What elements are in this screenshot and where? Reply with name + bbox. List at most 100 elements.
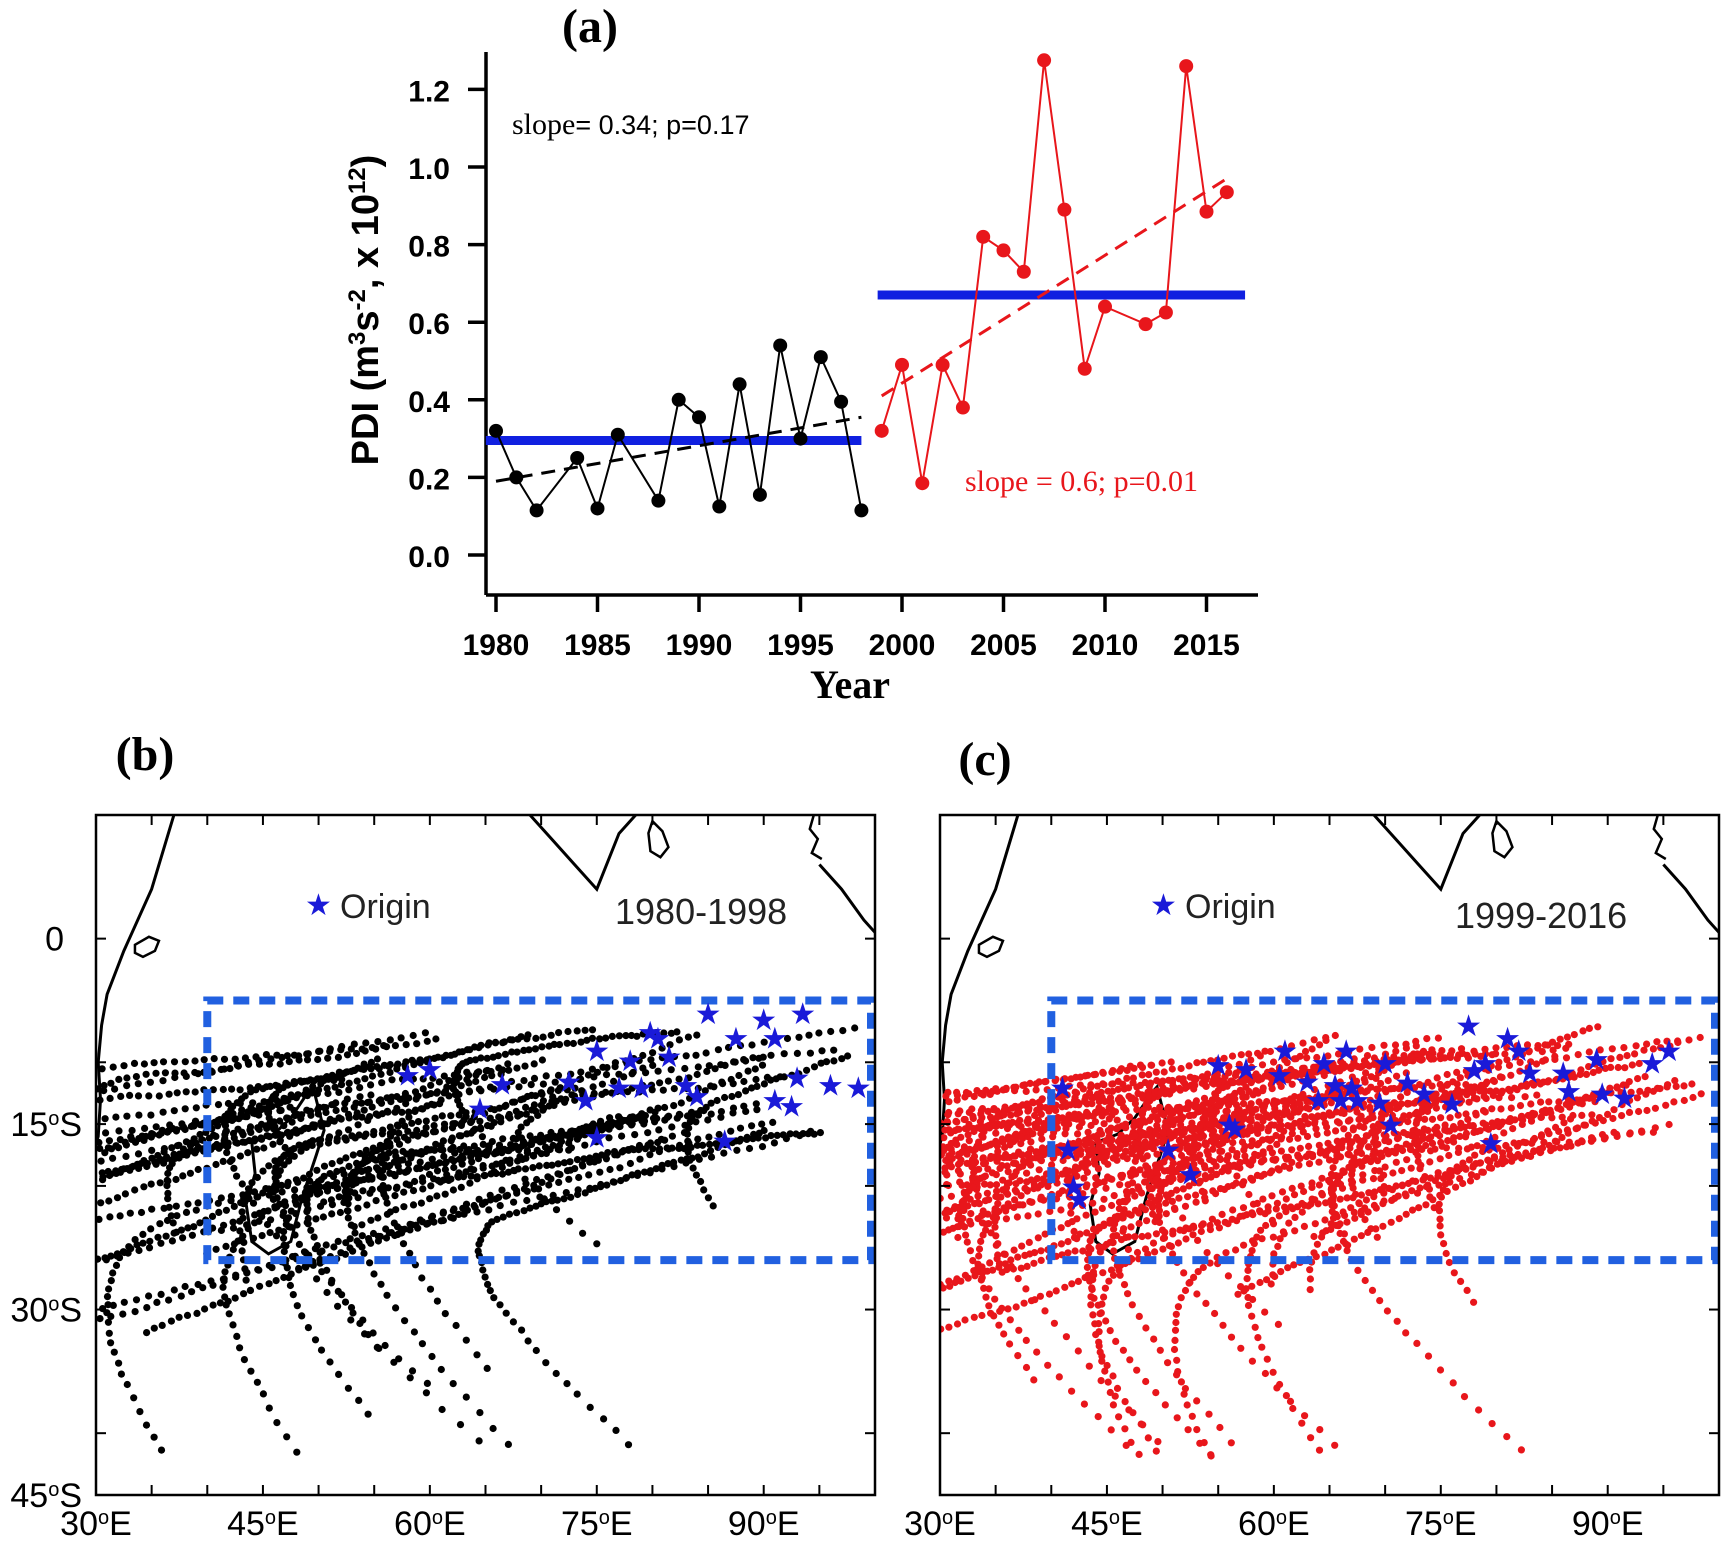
track-point (447, 1145, 455, 1153)
track-point (944, 1181, 953, 1190)
track-point (1441, 1054, 1449, 1062)
track-point (1333, 1152, 1341, 1160)
track-point (1244, 1301, 1253, 1310)
track-point (112, 1167, 120, 1175)
track-point (1407, 1146, 1415, 1154)
track-point (1276, 1380, 1284, 1389)
track-point (1123, 1196, 1131, 1204)
track-point (356, 1093, 364, 1101)
track-point (172, 1127, 180, 1135)
track-point (707, 1153, 716, 1161)
track-point (509, 1318, 517, 1326)
track-point (249, 1109, 257, 1117)
track-point (433, 1297, 441, 1305)
track-point (340, 1198, 348, 1207)
track-point (1076, 1112, 1084, 1120)
track-point (1270, 1097, 1278, 1105)
track-point (382, 1225, 390, 1233)
track-point (456, 1421, 465, 1429)
track-point (978, 1219, 987, 1227)
track-point (535, 1185, 543, 1193)
track-point (1356, 1158, 1364, 1166)
track-point (170, 1229, 178, 1237)
track-point (1091, 1118, 1099, 1126)
track-point (1247, 1079, 1255, 1087)
track-point (467, 1118, 475, 1127)
track-point (1218, 1168, 1226, 1176)
track-point (513, 1048, 521, 1056)
track-point (1071, 1097, 1079, 1105)
track-point (1052, 1118, 1061, 1127)
track-point (297, 1194, 305, 1202)
track-point (181, 1125, 189, 1134)
track-point (1537, 1098, 1545, 1106)
track-point (145, 1092, 153, 1100)
track-point (786, 1130, 794, 1138)
track-point (569, 1039, 578, 1048)
lake-outline (977, 935, 1005, 959)
track-point (419, 1177, 427, 1186)
track-point (596, 1120, 604, 1128)
track-point (1123, 1074, 1131, 1082)
track-point (1216, 1155, 1224, 1164)
track-point (358, 1099, 366, 1107)
track-point (265, 1060, 273, 1068)
track-point (265, 1107, 273, 1116)
track-point (1253, 1171, 1261, 1179)
track-point (450, 1071, 458, 1079)
track-point (1280, 1127, 1288, 1135)
track-point (1298, 1419, 1306, 1427)
track-point (238, 1247, 246, 1255)
track-point (1319, 1062, 1327, 1070)
track-point (1361, 1156, 1369, 1165)
track-point (463, 1076, 471, 1084)
track-point (1626, 1096, 1634, 1104)
track-point (750, 1130, 758, 1138)
track-point (230, 1202, 238, 1210)
track-point (1453, 1080, 1461, 1088)
track-point (628, 1084, 636, 1092)
track-point (135, 1111, 143, 1119)
track-point (171, 1152, 179, 1160)
track-point (992, 1232, 1000, 1240)
track-point (345, 1079, 353, 1087)
track-point (1201, 1194, 1209, 1202)
track-point (508, 1144, 516, 1152)
track-point (985, 1196, 993, 1204)
track-point (447, 1137, 455, 1145)
track-point (361, 1047, 369, 1055)
origin-star-icon: ★ (761, 1084, 788, 1117)
track-point (1106, 1219, 1114, 1227)
track-point (1196, 1439, 1204, 1447)
black-data-point (834, 394, 849, 409)
track-point (1003, 1125, 1012, 1133)
track-point (521, 1062, 529, 1070)
track-point (406, 1220, 414, 1228)
track-point (97, 1199, 105, 1207)
track-point (1111, 1254, 1119, 1262)
track-point (241, 1054, 249, 1062)
track-point (553, 1196, 562, 1204)
track-point (1404, 1100, 1412, 1108)
track-point (1349, 1124, 1357, 1132)
track-point (1444, 1080, 1452, 1088)
track-point (1175, 1075, 1183, 1083)
track-point (1001, 1143, 1009, 1151)
track-point (1169, 1081, 1177, 1090)
track-point (1340, 1063, 1348, 1071)
track-point (1023, 1100, 1031, 1108)
track-point (1249, 1091, 1257, 1099)
track-point (942, 1214, 951, 1222)
track-point (356, 1149, 364, 1158)
track-point (987, 1152, 995, 1161)
track-point (307, 1226, 315, 1234)
track-point (1322, 1065, 1330, 1073)
track-point (568, 1127, 576, 1135)
track-point (1210, 1080, 1218, 1088)
track-point (283, 1114, 291, 1122)
track-point (355, 1240, 363, 1248)
track-point (567, 1193, 575, 1201)
track-point (502, 1192, 510, 1200)
track-point (546, 1135, 554, 1143)
track-point (1248, 1176, 1257, 1184)
